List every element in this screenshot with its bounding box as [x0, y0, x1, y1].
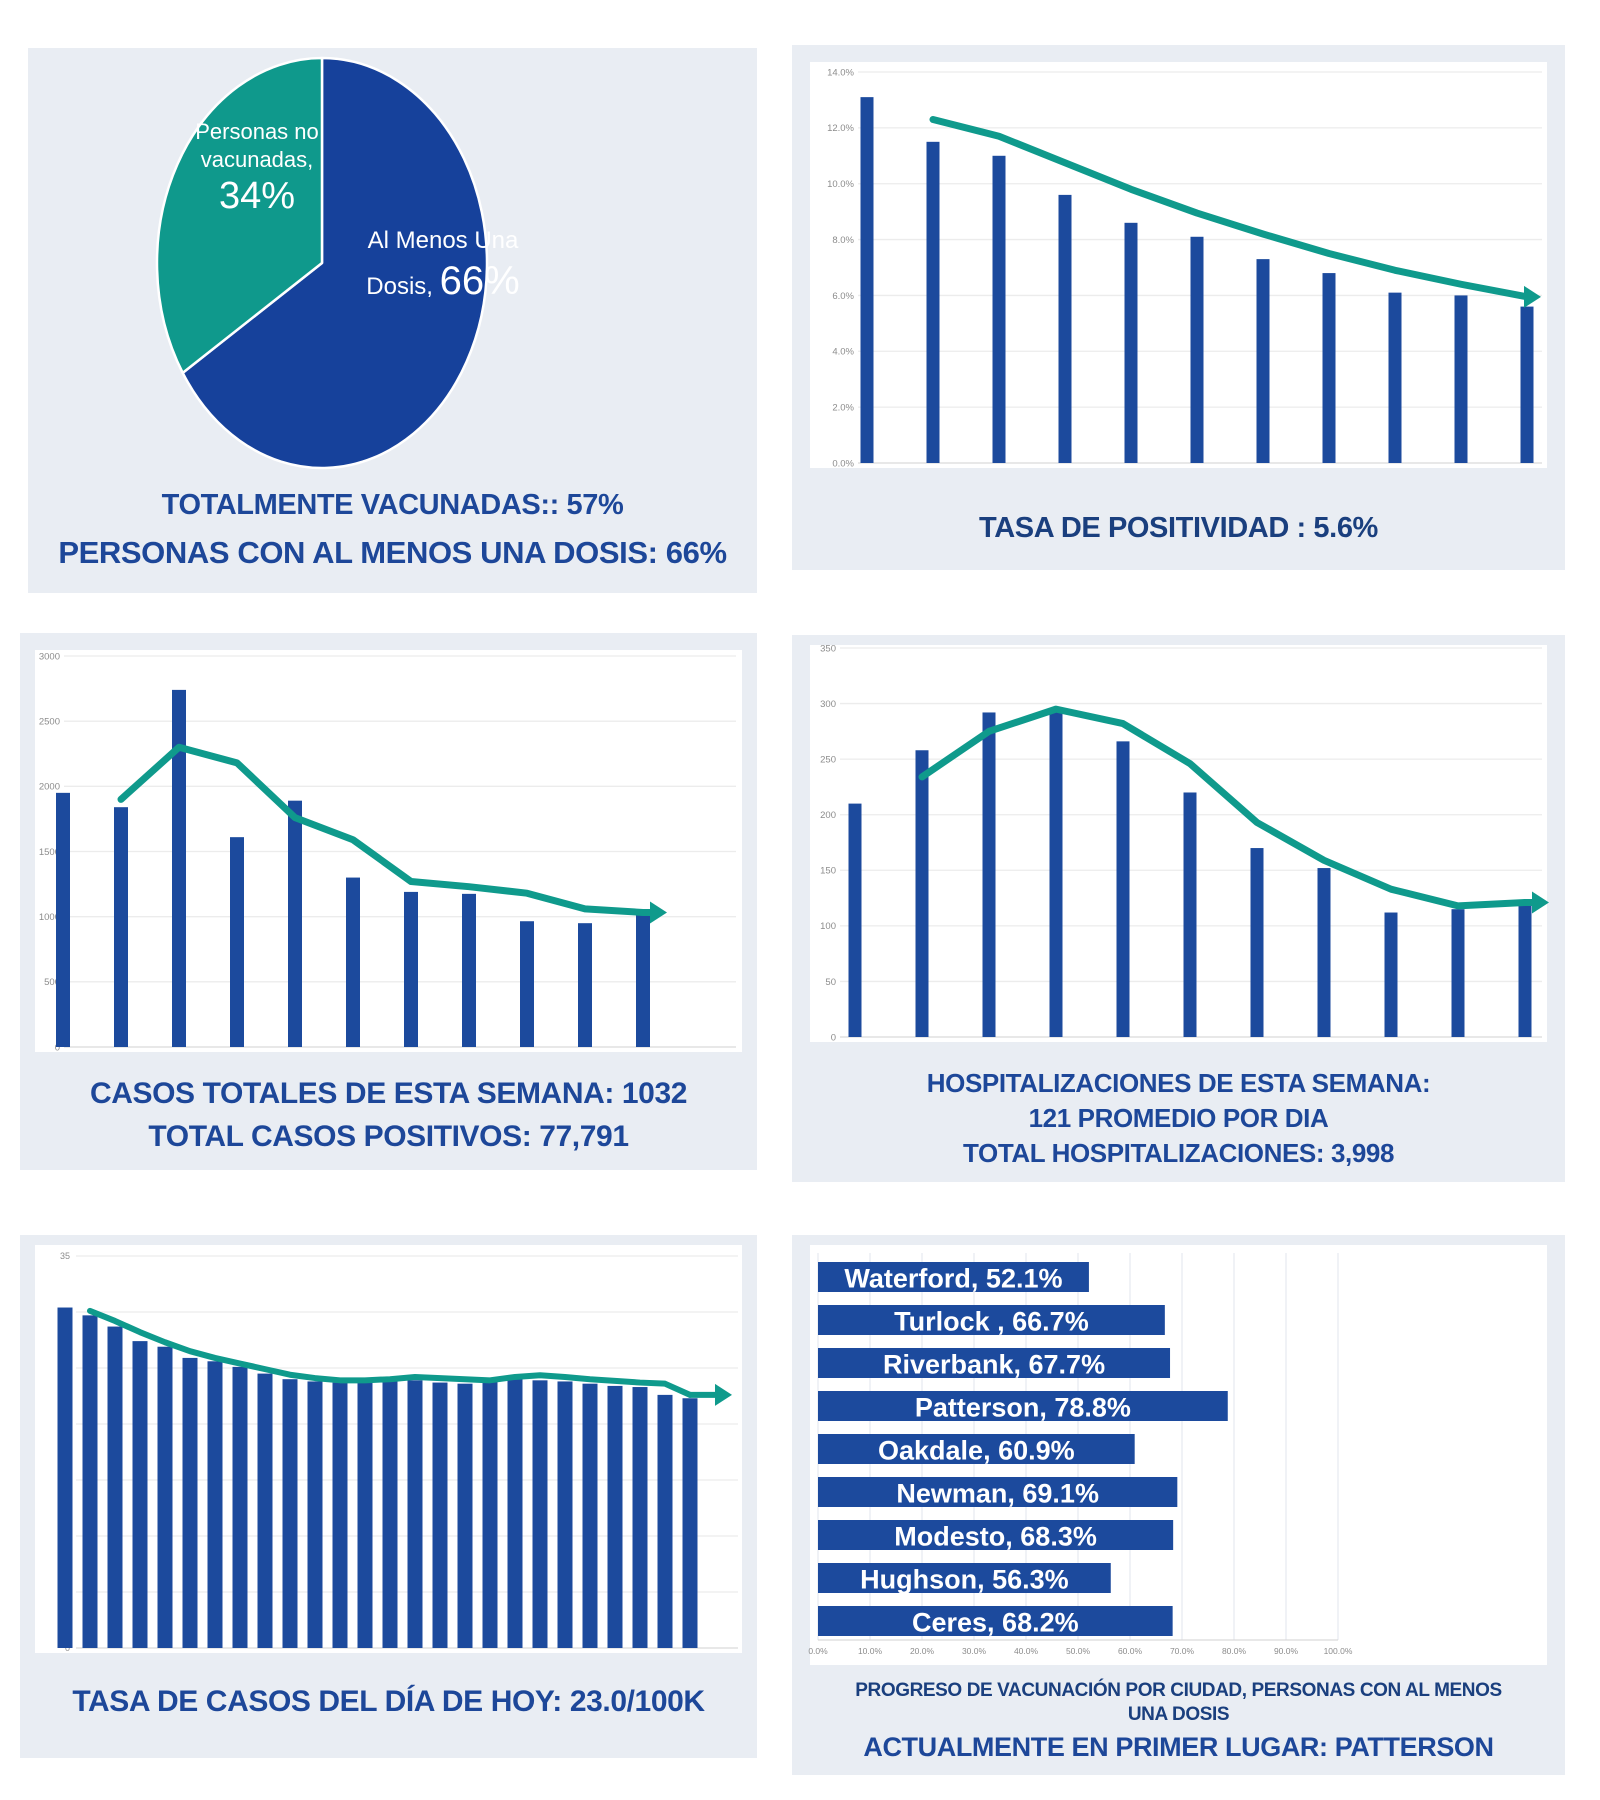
svg-text:Modesto, 68.3%: Modesto, 68.3% [894, 1521, 1097, 1551]
svg-text:100.0%: 100.0% [1324, 1646, 1353, 1656]
svg-text:500: 500 [44, 977, 60, 988]
hosp-caption-line2: 121 PROMEDIO POR DIA [1028, 1103, 1329, 1133]
hospitalizations-panel: 350 300 250 200 150 100 50 0 HOSPITALIZACIONES … [792, 635, 1565, 1182]
svg-text:60.0%: 60.0% [1118, 1646, 1143, 1656]
cases-caption-line1: CASOS TOTALES DE ESTA SEMANA: 1032 [89, 1077, 688, 1110]
vaccination-pie-chart [155, 56, 489, 470]
svg-text:50.0%: 50.0% [1066, 1646, 1091, 1656]
svg-text:Patterson, 78.8%: Patterson, 78.8% [915, 1392, 1131, 1422]
weekly-cases-panel: 3000 2500 2000 1500 1000 500 0 CASOS TOTALES D… [20, 633, 757, 1170]
svg-text:12.0%: 12.0% [827, 123, 854, 134]
svg-text:0: 0 [55, 1042, 60, 1053]
hosp-caption-line3: TOTAL HOSPITALIZACIONES: 3,998 [962, 1138, 1395, 1168]
pie-caption-line1: TOTALMENTE VACUNADAS:: 57% [161, 489, 624, 521]
svg-text:350: 350 [820, 643, 836, 654]
svg-text:10.0%: 10.0% [827, 179, 854, 190]
svg-text:35: 35 [60, 1251, 70, 1261]
svg-text:0.0%: 0.0% [808, 1646, 828, 1656]
svg-text:Hughson, 56.3%: Hughson, 56.3% [860, 1564, 1069, 1594]
city-vaccination-panel: 0.0% 10.0% 20.0% 30.0% 40.0% 50.0% 60.0% 70.0% 8… [792, 1235, 1565, 1775]
svg-text:0: 0 [65, 1643, 70, 1653]
pie-label-no-vacunadas-line1: Personas no [195, 119, 319, 144]
svg-text:40.0%: 40.0% [1014, 1646, 1039, 1656]
svg-text:70.0%: 70.0% [1170, 1646, 1195, 1656]
svg-text:2.0%: 2.0% [832, 402, 854, 413]
positivity-caption: TASA DE POSITIVIDAD : 5.6% [979, 512, 1378, 544]
svg-text:Waterford, 52.1%: Waterford, 52.1% [844, 1263, 1062, 1293]
svg-text:250: 250 [820, 754, 836, 765]
city-caption-line1: PROGRESO DE VACUNACIÓN POR CIUDAD, PERSO… [855, 1680, 1502, 1701]
svg-text:Oakdale, 60.9%: Oakdale, 60.9% [878, 1435, 1075, 1465]
daily-rate-caption: TASA DE CASOS DEL DÍA DE HOY: 23.0/100K [72, 1685, 705, 1718]
svg-text:3000: 3000 [39, 651, 60, 662]
svg-text:8.0%: 8.0% [832, 235, 854, 246]
pie-caption-line2: PERSONAS CON AL MENOS UNA DOSIS: 66% [58, 535, 727, 570]
hospitalizations-chart: 350 300 250 200 150 100 50 0 [810, 643, 1549, 1043]
pie-label-dosis-pct: 66% [439, 259, 520, 303]
svg-text:Ceres, 68.2%: Ceres, 68.2% [912, 1607, 1079, 1637]
svg-text:0: 0 [831, 1032, 836, 1043]
pie-label-dosis-line1: Al Menos Una [367, 227, 519, 254]
svg-text:300: 300 [820, 699, 836, 710]
city-caption-line3: ACTUALMENTE EN PRIMER LUGAR: PATTERSON [863, 1732, 1494, 1762]
svg-text:Newman, 69.1%: Newman, 69.1% [896, 1478, 1099, 1508]
svg-text:Turlock , 66.7%: Turlock , 66.7% [894, 1306, 1089, 1336]
svg-text:14.0%: 14.0% [827, 67, 854, 78]
svg-text:10.0%: 10.0% [858, 1646, 883, 1656]
daily-case-rate-chart: 35302520151050 [35, 1245, 742, 1653]
cases-caption-line2: TOTAL CASOS POSITIVOS: 77,791 [148, 1120, 629, 1153]
city-caption-line2: UNA DOSIS [1127, 1704, 1230, 1725]
svg-text:Riverbank, 67.7%: Riverbank, 67.7% [883, 1349, 1105, 1379]
svg-text:50: 50 [825, 977, 836, 988]
svg-text:2500: 2500 [39, 716, 60, 727]
positivity-rate-panel: 14.0% 12.0% 10.0% 8.0% 6.0% 4.0% 2.0% 0.0% TASA… [792, 45, 1565, 570]
svg-text:1500: 1500 [39, 847, 60, 858]
pie-label-no-vacunadas-pct: 34% [218, 175, 296, 217]
svg-text:0.0%: 0.0% [832, 458, 854, 469]
pie-label-no-vacunadas: Personas no vacunadas, 34% [147, 118, 367, 221]
pie-label-dosis-line2: Dosis, [366, 273, 433, 300]
positivity-rate-chart: 14.0% 12.0% 10.0% 8.0% 6.0% 4.0% 2.0% 0.0% [810, 62, 1547, 469]
svg-text:150: 150 [820, 866, 836, 877]
weekly-cases-chart: 3000 2500 2000 1500 1000 500 0 [35, 650, 742, 1053]
pie-label-no-vacunadas-line2: vacunadas, [200, 146, 314, 172]
svg-text:2000: 2000 [39, 782, 60, 793]
svg-text:20.0%: 20.0% [910, 1646, 935, 1656]
svg-text:200: 200 [820, 810, 836, 821]
svg-text:4.0%: 4.0% [832, 347, 854, 358]
daily-case-rate-panel: 35302520151050 TASA DE CASOS DEL DÍA DE … [20, 1235, 757, 1758]
svg-text:100: 100 [820, 921, 836, 932]
vaccination-pie-panel: Personas no vacunadas, 34% Al Menos Una … [28, 48, 757, 593]
svg-text:1000: 1000 [39, 912, 60, 923]
svg-text:6.0%: 6.0% [832, 291, 854, 302]
svg-text:80.0%: 80.0% [1222, 1646, 1247, 1656]
svg-text:90.0%: 90.0% [1274, 1646, 1299, 1656]
hosp-caption-line1: HOSPITALIZACIONES DE ESTA SEMANA: [926, 1068, 1431, 1098]
city-vaccination-chart: 0.0% 10.0% 20.0% 30.0% 40.0% 50.0% 60.0% 70.0% 8… [808, 1245, 1547, 1665]
svg-text:30.0%: 30.0% [962, 1646, 987, 1656]
pie-label-al-menos-una-dosis: Al Menos Una Dosis, 66% [333, 226, 553, 306]
